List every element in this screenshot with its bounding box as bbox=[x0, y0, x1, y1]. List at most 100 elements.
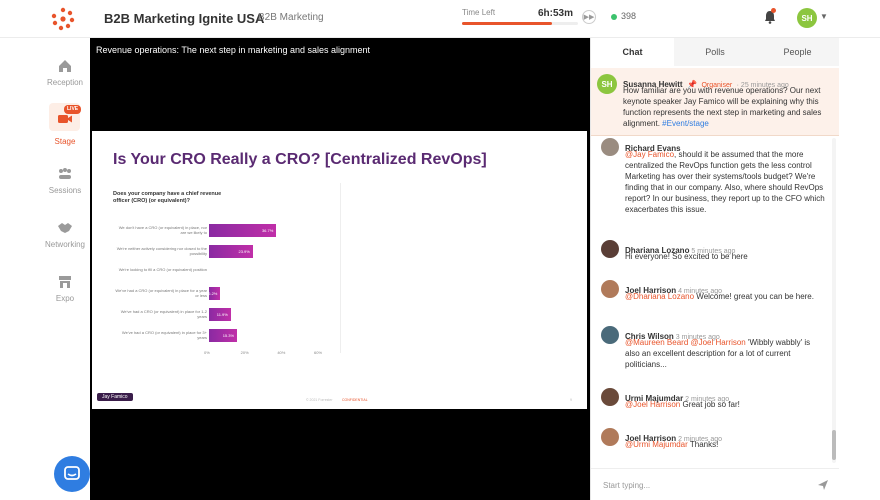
online-status-dot bbox=[611, 14, 617, 20]
notification-dot bbox=[771, 8, 776, 13]
mention-link[interactable]: @Dhariana Lozano bbox=[625, 292, 695, 301]
panel-tabs: Chat Polls People bbox=[591, 38, 839, 66]
message-author[interactable]: Urmi Majumdar bbox=[625, 394, 684, 403]
tab-people[interactable]: People bbox=[783, 47, 812, 57]
time-progress-fill bbox=[462, 22, 553, 25]
bar-value-label: 11.9% bbox=[216, 312, 228, 317]
message-text: @Joel Harrison Great job so far! bbox=[625, 399, 825, 410]
organiser-badge: Organiser bbox=[701, 82, 733, 89]
message-time: 2 minutes ago bbox=[676, 436, 723, 443]
message-author[interactable]: Richard Evans bbox=[625, 144, 681, 153]
slide-footer-copyright: © 2021 Forrester bbox=[306, 398, 333, 402]
message-body: Great job so far! bbox=[680, 400, 740, 409]
mention-link[interactable]: @Maureen Beard @Joel Harrison bbox=[625, 338, 746, 347]
message-body: Thanks! bbox=[687, 440, 719, 449]
bell-icon[interactable] bbox=[764, 10, 776, 24]
bar-value-label: 36.7% bbox=[261, 228, 274, 233]
message-time: 5 minutes ago bbox=[689, 248, 736, 255]
chevron-down-icon[interactable]: ▼ bbox=[820, 12, 828, 21]
session-caption: Revenue operations: The next step in mar… bbox=[96, 45, 370, 55]
hashtag-link[interactable]: #Event/stage bbox=[662, 119, 709, 128]
sidebar-item-sessions[interactable]: Sessions bbox=[40, 164, 90, 208]
bar: 15.3% bbox=[209, 329, 238, 342]
message-text: Hi everyone! So excited to be here bbox=[625, 251, 825, 262]
avatar[interactable] bbox=[601, 428, 619, 446]
message-time: 4 minutes ago bbox=[676, 288, 723, 295]
mention-link[interactable]: @Jay Famico bbox=[625, 150, 675, 159]
sidebar-item-stage[interactable]: Stage bbox=[40, 109, 90, 153]
bar: 11.9% bbox=[209, 308, 231, 321]
mention-link[interactable]: @Urmi Majumdar bbox=[625, 440, 688, 449]
tab-polls[interactable]: Polls bbox=[705, 47, 725, 57]
chat-input[interactable] bbox=[603, 478, 803, 492]
store-icon bbox=[59, 276, 71, 288]
compose-bar bbox=[591, 468, 839, 500]
bar-label: We've had a CRO (or equivalent) in place… bbox=[115, 288, 207, 298]
bar-label: We don't have a CRO (or equivalent) in p… bbox=[118, 225, 207, 235]
avatar[interactable] bbox=[601, 326, 619, 344]
message-text: @Dhariana Lozano Welcome! great you can … bbox=[625, 291, 825, 302]
message-time: 2 minutes ago bbox=[683, 396, 730, 403]
handshake-icon bbox=[58, 223, 72, 233]
avatar[interactable] bbox=[601, 138, 619, 156]
message-header: Joel Harrison 4 minutes ago bbox=[625, 280, 722, 298]
scrollbar-track[interactable] bbox=[832, 138, 836, 463]
message-author[interactable]: Joel Harrison bbox=[625, 286, 677, 295]
message-time: 3 minutes ago bbox=[673, 334, 720, 341]
message-header: Joel Harrison 2 minutes ago bbox=[625, 428, 722, 446]
scrollbar-thumb[interactable] bbox=[832, 430, 836, 460]
time-left-label: Time Left bbox=[462, 8, 496, 17]
message-author[interactable]: Chris Wilson bbox=[625, 332, 674, 341]
sidebar-item-networking[interactable]: Networking bbox=[40, 218, 90, 262]
online-count: 398 bbox=[621, 11, 637, 21]
chart-question: Does your company have a chief revenue o… bbox=[113, 191, 222, 204]
message-author[interactable]: Dhariana Lozano bbox=[625, 246, 690, 255]
time-left-value: 6h:53m bbox=[538, 8, 574, 19]
sidebar-item-expo[interactable]: Expo bbox=[40, 272, 90, 316]
send-icon[interactable] bbox=[817, 479, 829, 491]
tab-chat[interactable]: Chat bbox=[591, 38, 674, 66]
presentation-slide: Is Your CRO Really a CRO? [Centralized R… bbox=[92, 131, 587, 409]
bar-value-label: 6.2% bbox=[208, 291, 218, 296]
sessions-icon bbox=[59, 168, 71, 179]
message-author[interactable]: Joel Harrison bbox=[625, 434, 677, 443]
axis-tick-label: 40% bbox=[277, 350, 286, 355]
message-header: Chris Wilson 3 minutes ago bbox=[625, 326, 720, 344]
avatar[interactable] bbox=[601, 280, 619, 298]
stage-video[interactable]: Revenue operations: The next step in mar… bbox=[90, 38, 590, 500]
slide-title: Is Your CRO Really a CRO? [Centralized R… bbox=[113, 151, 487, 168]
skip-icon[interactable]: ▶▶ bbox=[582, 10, 596, 24]
sidebar-item-label: Expo bbox=[55, 294, 75, 303]
message-author: Susanna Hewitt bbox=[623, 80, 683, 89]
slide-divider bbox=[340, 183, 341, 353]
pinned-message: SH Susanna Hewitt 📌 Organiser · 25 minut… bbox=[591, 68, 839, 136]
user-avatar[interactable]: SH bbox=[797, 8, 817, 28]
live-badge: LIVE bbox=[64, 105, 82, 114]
bar: 6.2% bbox=[208, 287, 221, 300]
bar: 23.9% bbox=[209, 245, 253, 258]
avatar[interactable] bbox=[601, 388, 619, 406]
help-chat-button[interactable] bbox=[54, 456, 90, 492]
hopin-logo-icon[interactable] bbox=[48, 4, 78, 34]
mention-link[interactable]: @Joel Harrison bbox=[625, 400, 681, 409]
sidebar-item-label: Reception bbox=[46, 78, 84, 87]
bar-value-label: 15.3% bbox=[222, 333, 235, 338]
pin-icon: 📌 bbox=[687, 80, 697, 89]
message-body: Welcome! great you can be here. bbox=[694, 292, 814, 301]
speaker-name-tag: Jay Famico bbox=[97, 393, 133, 401]
message-header: Urmi Majumdar 2 minutes ago bbox=[625, 388, 729, 406]
sidebar-item-reception[interactable]: Reception bbox=[40, 56, 90, 100]
event-tag: B2B Marketing bbox=[258, 12, 324, 23]
camera-icon bbox=[58, 115, 72, 123]
chat-bubble-icon bbox=[64, 466, 80, 480]
message-time: · 25 minutes ago bbox=[736, 82, 789, 89]
bar-value-label: 23.9% bbox=[238, 249, 250, 254]
pinned-header: Susanna Hewitt 📌 Organiser · 25 minutes … bbox=[623, 74, 789, 92]
bar-label: We're looking to fill a CRO (or equivale… bbox=[118, 267, 207, 272]
avatar[interactable] bbox=[601, 240, 619, 258]
axis-tick-label: 0% bbox=[204, 350, 210, 355]
message-header: Richard Evans bbox=[625, 138, 681, 156]
sidebar-item-label: Stage bbox=[54, 137, 76, 146]
axis-tick-label: 20% bbox=[240, 350, 249, 355]
message-text: @Urmi Majumdar Thanks! bbox=[625, 439, 825, 450]
